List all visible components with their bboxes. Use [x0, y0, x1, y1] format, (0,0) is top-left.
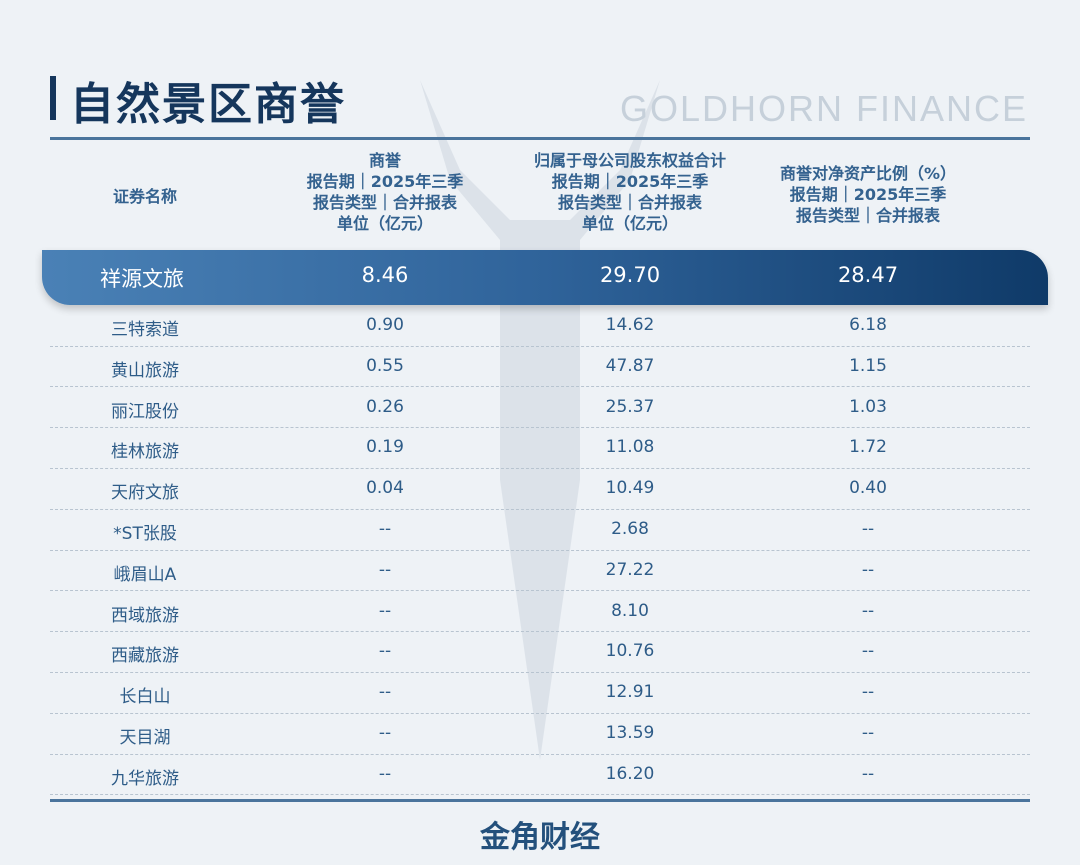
cell-ratio: --	[861, 723, 875, 743]
page-title: 自然景区商誉	[70, 79, 346, 130]
cell-equity: 47.87	[605, 355, 655, 376]
column-header-line: 报告类型｜合并报表	[557, 193, 702, 212]
cell-equity: 13.59	[605, 723, 655, 743]
cell-ratio: --	[861, 763, 875, 784]
column-header-line: 报告期｜2025年三季	[789, 185, 947, 204]
cell-name: 天目湖	[119, 728, 171, 748]
footer-logo: 金角财经	[480, 820, 600, 855]
cell-goodwill: 0.26	[366, 396, 404, 417]
column-header: 商誉对净资产比例（%） 报告期｜2025年三季 报告类型｜合并报表	[718, 163, 1018, 226]
cell-goodwill: 0.19	[366, 437, 404, 458]
column-header: 归属于母公司股东权益合计 报告期｜2025年三季 报告类型｜合并报表 单位（亿元）	[480, 150, 780, 234]
cell-goodwill: 0.55	[366, 355, 404, 376]
column-header-line: 报告期｜2025年三季	[551, 172, 709, 191]
cell-name: 三特索道	[111, 320, 179, 340]
table-row: 三特索道 0.90 14.62 6.18	[50, 305, 1030, 347]
column-header-line: 报告期｜2025年三季	[306, 172, 464, 191]
table-row: 西域旅游 -- 8.10 --	[50, 591, 1030, 633]
cell-equity: 11.08	[605, 437, 655, 458]
column-header-line: 报告类型｜合并报表	[312, 193, 457, 212]
cell-goodwill: --	[378, 559, 392, 580]
footer-divider	[50, 799, 1030, 802]
column-header: 商誉报告期｜2025年三季 报告类型｜合并报表 单位（亿元）	[235, 150, 535, 234]
column-header-line: 归属于母公司股东权益合计	[533, 151, 726, 170]
cell-equity: 10.49	[605, 478, 655, 499]
cell-name: 九华旅游	[111, 768, 179, 789]
cell-goodwill: --	[378, 519, 392, 539]
cell-name: 峨眉山A	[113, 564, 177, 585]
table-row: 长白山 -- 12.91 --	[50, 672, 1030, 714]
cell-ratio: 6.18	[849, 315, 887, 335]
cell-goodwill: --	[378, 723, 392, 743]
cell-name: 天府文旅	[111, 483, 179, 504]
cell-ratio: --	[861, 519, 875, 539]
cell-name: 西藏旅游	[111, 646, 179, 667]
column-header-line: 商誉对净资产比例（%）	[779, 164, 957, 183]
cell-goodwill: 8.46	[361, 263, 409, 287]
cell-name: 桂林旅游	[111, 442, 179, 463]
cell-ratio: --	[861, 600, 875, 621]
table-row: 桂林旅游 0.19 11.08 1.72	[50, 427, 1030, 469]
table-row: 天府文旅 0.04 10.49 0.40	[50, 468, 1030, 510]
table-row: 黄山旅游 0.55 47.87 1.15	[50, 346, 1030, 388]
cell-goodwill: --	[378, 641, 392, 662]
table-row: 西藏旅游 -- 10.76 --	[50, 631, 1030, 673]
cell-goodwill: --	[378, 763, 392, 784]
cell-goodwill: --	[378, 682, 392, 703]
header-divider	[50, 137, 1030, 140]
cell-equity: 10.76	[605, 641, 655, 662]
cell-name: 祥源文旅	[100, 267, 184, 291]
cell-equity: 12.91	[605, 682, 655, 703]
cell-ratio: --	[861, 682, 875, 703]
table-row: *ST张股 -- 2.68 --	[50, 509, 1030, 551]
cell-equity: 8.10	[611, 600, 649, 621]
highlight-row: 祥源文旅 8.46 29.70 28.47	[42, 250, 1048, 305]
cell-ratio: 1.72	[849, 437, 887, 458]
cell-equity: 14.62	[605, 315, 655, 335]
cell-goodwill: --	[378, 600, 392, 621]
cell-goodwill: 0.04	[366, 478, 404, 499]
cell-ratio: --	[861, 641, 875, 662]
column-header: 证券名称	[0, 186, 295, 207]
cell-equity: 25.37	[605, 396, 655, 417]
column-header-line: 证券名称	[112, 187, 177, 206]
cell-ratio: --	[861, 559, 875, 580]
cell-equity: 27.22	[605, 559, 655, 580]
cell-name: 丽江股份	[111, 401, 179, 422]
cell-equity: 2.68	[611, 519, 649, 539]
cell-goodwill: 0.90	[366, 315, 404, 335]
table-row: 峨眉山A -- 27.22 --	[50, 550, 1030, 592]
cell-name: *ST张股	[113, 524, 177, 544]
cell-ratio: 0.40	[849, 478, 887, 499]
cell-equity: 29.70	[599, 263, 661, 287]
brand-watermark: GOLDHORN FINANCE	[619, 88, 1028, 129]
column-header-line: 报告类型｜合并报表	[795, 206, 940, 225]
column-header-line: 商誉	[368, 151, 401, 170]
column-header-line: 单位（亿元）	[336, 214, 433, 233]
table-row: 天目湖 -- 13.59 --	[50, 713, 1030, 755]
cell-name: 西域旅游	[111, 605, 179, 626]
column-header-line: 单位（亿元）	[581, 214, 678, 233]
cell-ratio: 1.03	[849, 396, 887, 417]
table-row: 九华旅游 -- 16.20 --	[50, 754, 1030, 796]
cell-equity: 16.20	[605, 763, 655, 784]
cell-name: 长白山	[119, 687, 171, 708]
title-accent-bar	[50, 76, 56, 120]
deer-watermark-icon	[420, 80, 660, 760]
cell-name: 黄山旅游	[111, 360, 179, 381]
table-row: 丽江股份 0.26 25.37 1.03	[50, 387, 1030, 429]
cell-ratio: 28.47	[837, 263, 899, 287]
cell-ratio: 1.15	[849, 355, 887, 376]
